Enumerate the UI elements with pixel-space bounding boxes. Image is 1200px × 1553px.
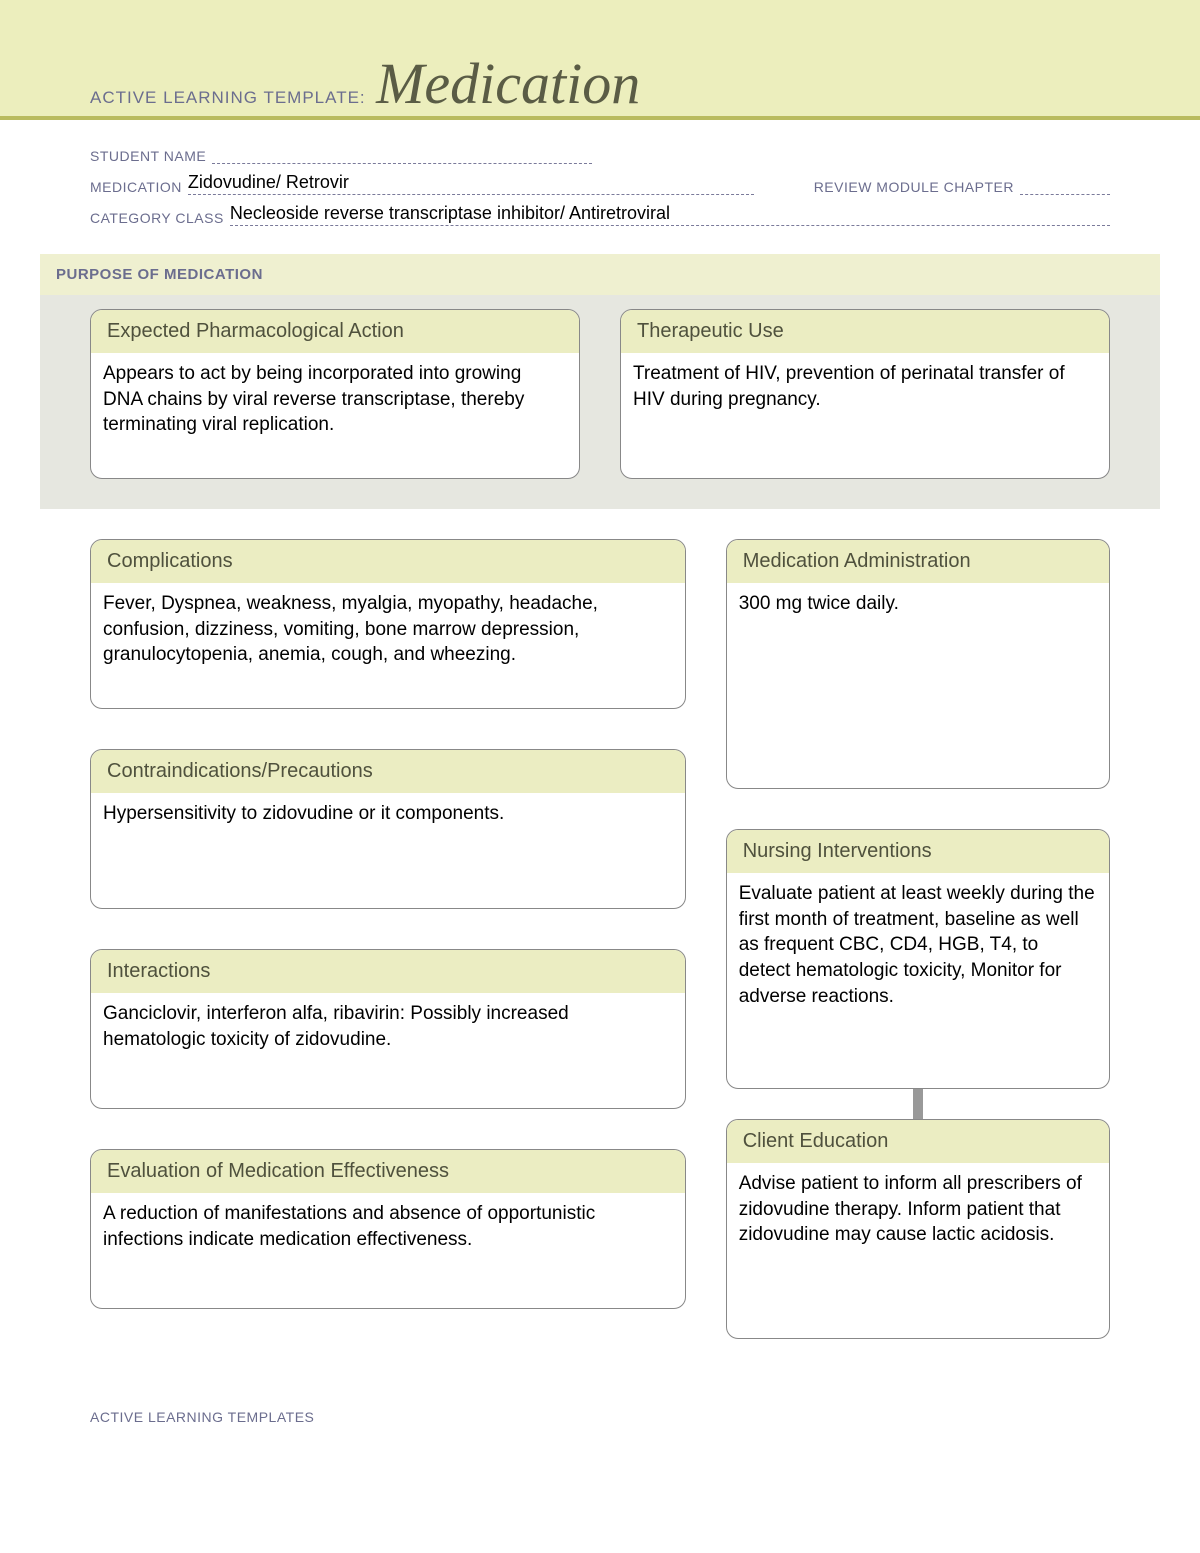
- spacer: [726, 789, 1110, 829]
- right-column: Medication Administration 300 mg twice d…: [726, 539, 1110, 1339]
- evaluation-box: Evaluation of Medication Effectiveness A…: [90, 1149, 686, 1309]
- administration-body: 300 mg twice daily.: [727, 583, 1109, 631]
- header-prefix: ACTIVE LEARNING TEMPLATE:: [90, 88, 366, 107]
- complications-box: Complications Fever, Dyspnea, weakness, …: [90, 539, 686, 709]
- nursing-box: Nursing Interventions Evaluate patient a…: [726, 829, 1110, 1089]
- review-chapter-label: REVIEW MODULE CHAPTER: [814, 179, 1020, 195]
- therapeutic-use-body: Treatment of HIV, prevention of perinata…: [621, 353, 1109, 426]
- contraindications-box: Contraindications/Precautions Hypersensi…: [90, 749, 686, 909]
- left-column: Complications Fever, Dyspnea, weakness, …: [90, 539, 686, 1339]
- interactions-title: Interactions: [91, 950, 685, 993]
- purpose-section-title: PURPOSE OF MEDICATION: [40, 254, 1160, 295]
- connector-line: [913, 1089, 923, 1119]
- page: ACTIVE LEARNING TEMPLATE: Medication STU…: [0, 0, 1200, 1465]
- contraindications-body: Hypersensitivity to zidovudine or it com…: [91, 793, 685, 841]
- therapeutic-use-title: Therapeutic Use: [621, 310, 1109, 353]
- header-title: Medication: [376, 51, 640, 116]
- evaluation-body: A reduction of manifestations and absenc…: [91, 1193, 685, 1266]
- contraindications-title: Contraindications/Precautions: [91, 750, 685, 793]
- pharmacological-action-box: Expected Pharmacological Action Appears …: [90, 309, 580, 479]
- category-class-value[interactable]: Necleoside reverse transcriptase inhibit…: [230, 203, 1110, 226]
- nursing-body: Evaluate patient at least weekly during …: [727, 873, 1109, 1023]
- review-chapter-value[interactable]: [1020, 173, 1110, 195]
- header-banner: ACTIVE LEARNING TEMPLATE: Medication: [0, 0, 1200, 120]
- category-class-label: CATEGORY CLASS: [90, 210, 230, 226]
- purpose-section: PURPOSE OF MEDICATION Expected Pharmacol…: [40, 254, 1160, 509]
- education-title: Client Education: [727, 1120, 1109, 1163]
- complications-body: Fever, Dyspnea, weakness, myalgia, myopa…: [91, 583, 685, 682]
- pharmacological-action-body: Appears to act by being incorporated int…: [91, 353, 579, 452]
- interactions-box: Interactions Ganciclovir, interferon alf…: [90, 949, 686, 1109]
- footer-text: ACTIVE LEARNING TEMPLATES: [0, 1359, 1200, 1425]
- medication-value[interactable]: Zidovudine/ Retrovir: [188, 172, 754, 195]
- pharmacological-action-title: Expected Pharmacological Action: [91, 310, 579, 353]
- complications-title: Complications: [91, 540, 685, 583]
- administration-title: Medication Administration: [727, 540, 1109, 583]
- medication-label: MEDICATION: [90, 179, 188, 195]
- student-name-value[interactable]: [212, 142, 592, 164]
- interactions-body: Ganciclovir, interferon alfa, ribavirin:…: [91, 993, 685, 1066]
- education-body: Advise patient to inform all prescribers…: [727, 1163, 1109, 1262]
- education-box: Client Education Advise patient to infor…: [726, 1119, 1110, 1339]
- administration-box: Medication Administration 300 mg twice d…: [726, 539, 1110, 789]
- main-grid: Complications Fever, Dyspnea, weakness, …: [0, 509, 1200, 1359]
- evaluation-title: Evaluation of Medication Effectiveness: [91, 1150, 685, 1193]
- meta-block: STUDENT NAME MEDICATION Zidovudine/ Retr…: [0, 120, 1200, 254]
- therapeutic-use-box: Therapeutic Use Treatment of HIV, preven…: [620, 309, 1110, 479]
- nursing-title: Nursing Interventions: [727, 830, 1109, 873]
- student-name-label: STUDENT NAME: [90, 148, 212, 164]
